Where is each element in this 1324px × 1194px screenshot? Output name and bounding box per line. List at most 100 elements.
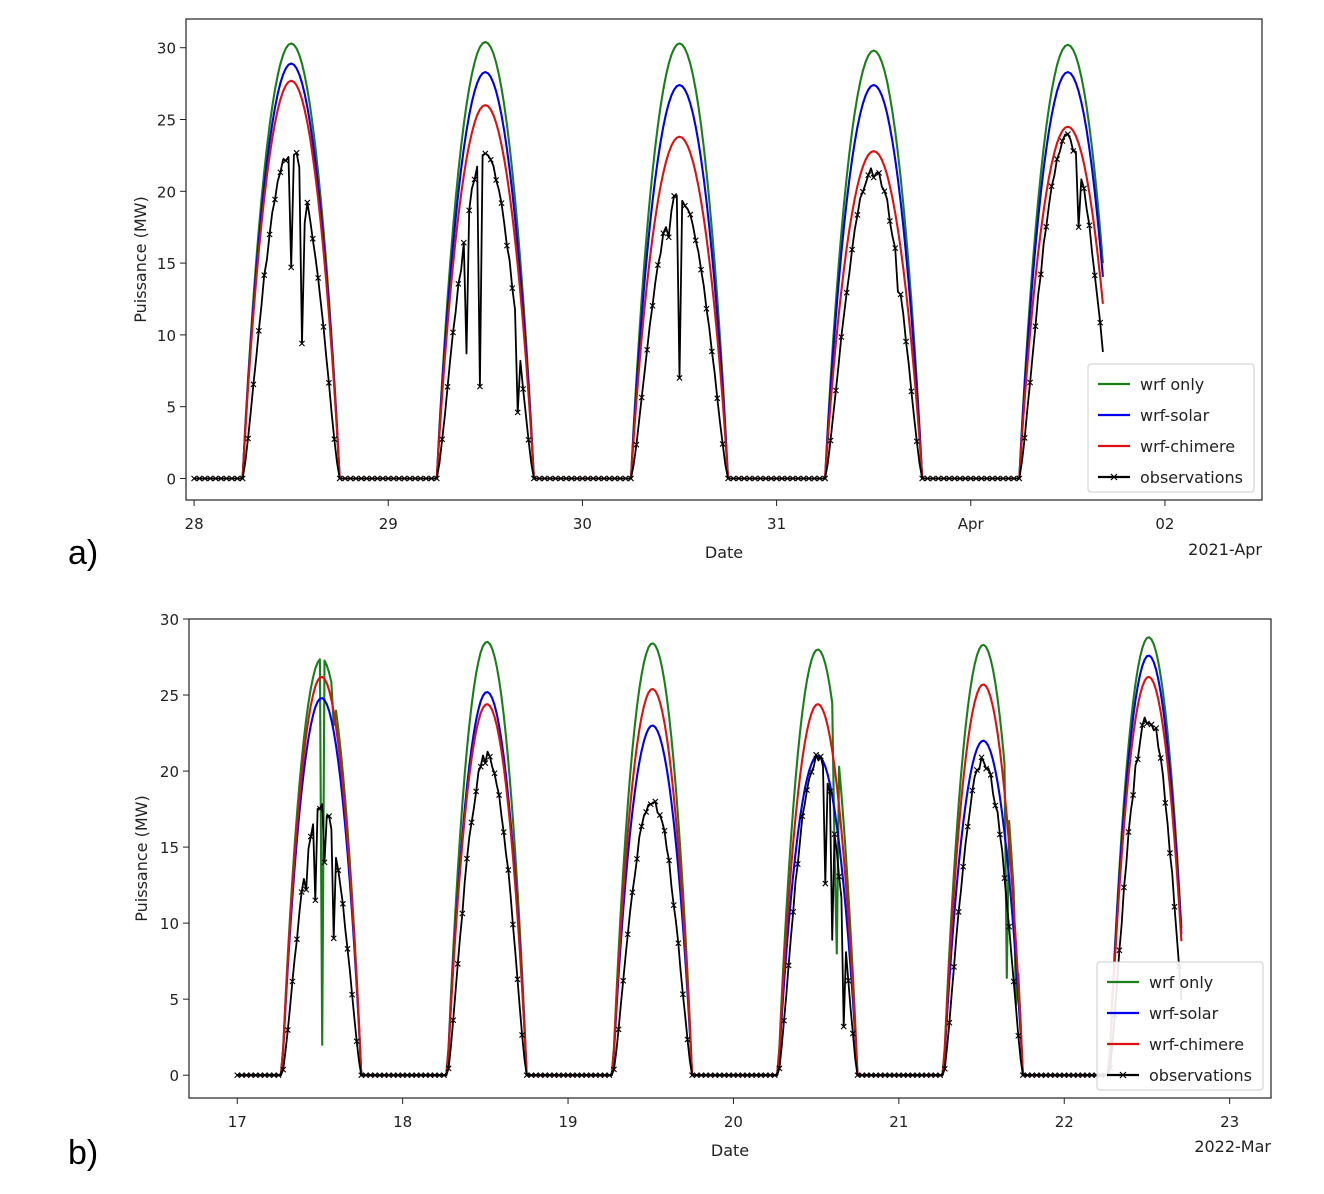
observation-marker	[509, 921, 516, 928]
observation-marker	[588, 1072, 595, 1079]
observation-marker	[859, 1072, 866, 1079]
observation-marker	[541, 475, 548, 482]
observation-marker	[940, 475, 947, 482]
observation-marker	[735, 475, 742, 482]
observation-marker	[1070, 1072, 1077, 1079]
observation-marker	[500, 829, 507, 836]
y-tick-label: 15	[160, 839, 179, 857]
observation-marker	[536, 475, 543, 482]
observation-marker	[196, 475, 203, 482]
observation-marker	[1086, 222, 1093, 229]
observation-marker	[1081, 185, 1087, 192]
observation-marker	[1143, 720, 1150, 727]
observation-marker	[362, 1072, 369, 1079]
observation-marker	[1024, 1072, 1031, 1079]
observation-marker	[967, 475, 974, 482]
observation-marker	[307, 833, 314, 840]
observation-marker	[617, 475, 624, 482]
observation-marker	[1065, 1072, 1072, 1079]
observation-marker	[725, 475, 732, 482]
observation-marker	[491, 770, 498, 777]
observation-marker	[762, 1072, 769, 1079]
observation-marker	[735, 1072, 742, 1079]
observation-marker	[309, 235, 316, 242]
observation-marker	[730, 1072, 737, 1079]
observation-marker	[752, 475, 759, 482]
observation-marker	[746, 475, 753, 482]
observation-marker	[422, 1072, 429, 1079]
observation-marker	[935, 475, 942, 482]
observation-marker	[790, 908, 797, 915]
series-line-wrf-chimere	[237, 675, 1183, 1077]
legend-label: wrf only	[1140, 375, 1204, 394]
observation-marker	[877, 1072, 884, 1079]
observation-marker	[601, 1072, 608, 1079]
observation-marker	[725, 1072, 732, 1079]
observation-marker	[530, 475, 537, 482]
y-tick-label: 30	[160, 611, 179, 629]
observation-marker	[551, 1072, 558, 1079]
observation-marker	[459, 910, 466, 917]
observation-marker	[652, 798, 659, 805]
observation-marker	[681, 202, 688, 209]
observation-marker	[413, 1072, 420, 1079]
observation-marker	[431, 1072, 438, 1079]
observation-marker	[983, 765, 990, 772]
observation-marker	[277, 169, 284, 176]
observation-marker	[1061, 1072, 1068, 1079]
observation-marker	[1091, 272, 1098, 279]
observation-marker	[450, 1017, 457, 1024]
observation-marker	[266, 231, 273, 238]
observation-marker	[349, 991, 356, 998]
observation-marker	[627, 475, 634, 482]
y-tick-label: 0	[166, 470, 176, 488]
observation-marker	[439, 436, 446, 443]
observation-marker	[523, 1072, 530, 1079]
observation-marker	[670, 902, 677, 909]
observation-marker	[870, 174, 877, 181]
observation-marker	[298, 889, 305, 896]
observation-marker	[255, 327, 262, 334]
observation-marker	[1052, 1072, 1059, 1079]
observation-marker	[978, 475, 985, 482]
observation-marker	[433, 475, 440, 482]
observation-marker	[951, 475, 958, 482]
legend-label: wrf-solar	[1149, 1004, 1219, 1023]
observation-marker	[684, 1036, 691, 1043]
observation-marker	[900, 1072, 907, 1079]
observation-marker	[800, 475, 807, 482]
observation-marker	[471, 176, 478, 183]
observation-marker	[257, 1072, 264, 1079]
observation-marker	[708, 348, 715, 355]
observation-marker	[992, 802, 999, 809]
observation-marker	[606, 475, 613, 482]
observation-marker	[1005, 475, 1012, 482]
observation-marker	[956, 475, 963, 482]
observation-marker	[303, 886, 310, 893]
observation-marker	[399, 1072, 406, 1079]
legend: wrf only wrf-solar wrf-chimere observations	[1087, 363, 1255, 493]
observation-marker	[918, 1072, 925, 1079]
y-tick-label: 20	[157, 183, 176, 201]
observation-marker	[973, 475, 980, 482]
observation-marker	[962, 475, 969, 482]
observation-marker	[601, 475, 607, 482]
observation-marker	[831, 831, 838, 838]
observation-marker	[1130, 792, 1137, 799]
observation-marker	[331, 436, 338, 443]
observation-marker	[547, 475, 554, 482]
observation-marker	[477, 763, 484, 770]
observation-marker	[638, 823, 645, 830]
observation-marker	[312, 897, 319, 904]
observation-marker	[955, 908, 962, 915]
plot-area	[191, 40, 1104, 482]
observation-marker	[261, 272, 268, 279]
observation-marker	[579, 475, 586, 482]
observation-marker	[838, 334, 845, 341]
observation-marker	[385, 1072, 392, 1079]
observation-marker	[1042, 1072, 1049, 1079]
observation-marker	[1171, 903, 1178, 910]
observation-marker	[353, 1038, 360, 1045]
